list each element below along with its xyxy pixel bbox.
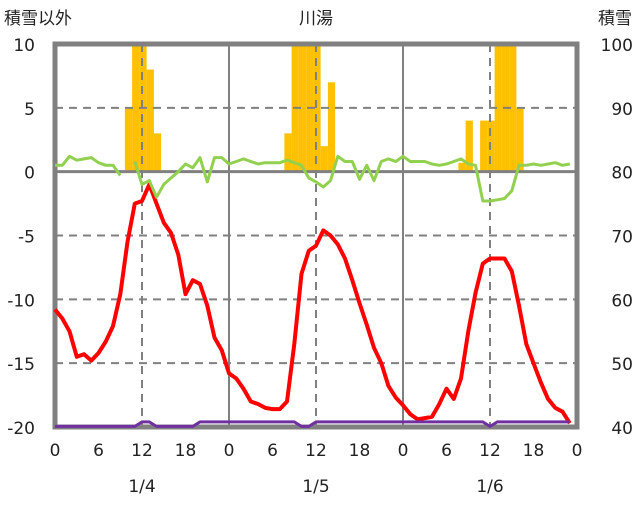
date-label: 1/5 [302,477,329,497]
right-tick-label: 80 [611,164,633,184]
snow-depth-bar [132,44,140,172]
left-axis-label: 積雪以外 [4,9,72,29]
left-tick-label: -5 [18,228,35,248]
snow-depth-bar [124,107,133,172]
snow-depth-bar [480,120,488,172]
left-tick-label: 5 [24,100,35,120]
x-tick-label: 12 [479,441,501,461]
x-tick-label: 6 [267,441,278,461]
temperature-line [53,182,572,425]
snow-depth-bar [465,120,473,172]
x-tick-label: 0 [50,441,61,461]
left-tick-label: 10 [13,36,35,56]
x-tick-label: 12 [305,441,327,461]
x-tick-label: 6 [93,441,104,461]
right-tick-label: 50 [611,355,633,375]
snow-depth-bar [494,44,502,172]
date-label: 1/4 [128,477,155,497]
snow-depth-bar [509,44,517,172]
x-tick-label: 0 [398,441,409,461]
x-tick-label: 18 [175,441,197,461]
snow-depth-bar [516,107,524,172]
x-tick-label: 0 [572,441,583,461]
snow-depth-bar [327,82,336,172]
x-tick-label: 18 [349,441,371,461]
right-tick-label: 70 [611,228,633,248]
left-tick-label: 0 [24,164,35,184]
right-tick-label: 90 [611,100,633,120]
x-tick-label: 12 [131,441,153,461]
x-tick-label: 6 [441,441,452,461]
snow-depth-bar [284,133,292,172]
green-line [55,154,122,177]
x-tick-label: 0 [224,441,235,461]
purple-line [55,420,570,428]
right-tick-label: 100 [601,36,633,56]
snow-depth-bar [153,133,162,172]
date-label: 1/6 [476,477,503,497]
left-tick-label: -15 [7,355,35,375]
right-tick-label: 40 [611,419,633,439]
chart-title: 川湯 [299,9,333,29]
right-tick-label: 60 [611,291,633,311]
snow-depth-bar [298,44,307,172]
green-line [133,154,571,203]
left-tick-label: -10 [7,291,35,311]
snow-depth-bar [320,146,328,172]
left-tick-label: -20 [7,419,35,439]
right-axis-label: 積雪 [598,9,632,29]
x-tick-label: 18 [523,441,545,461]
snow-depth-bar [146,69,154,172]
snow-depth-bar [458,162,466,172]
plot-border [52,41,580,430]
